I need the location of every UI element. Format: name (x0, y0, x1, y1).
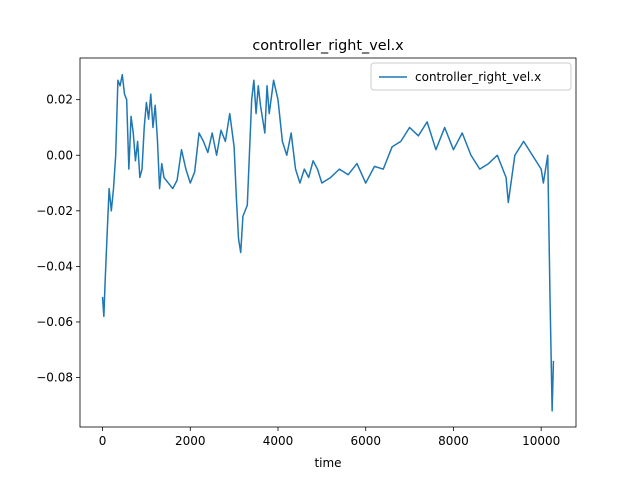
x-tick-label: 6000 (350, 434, 381, 448)
legend-label: controller_right_vel.x (415, 70, 541, 84)
y-tick-label: 0.00 (46, 148, 73, 162)
x-tick-label: 0 (99, 434, 107, 448)
y-tick-label: −0.02 (36, 204, 73, 218)
y-tick-label: −0.04 (36, 259, 73, 273)
x-tick-label: 8000 (438, 434, 469, 448)
legend-box (370, 62, 572, 91)
y-tick-label: −0.08 (36, 371, 73, 385)
y-tick-label: 0.02 (46, 93, 73, 107)
y-tick-label: −0.06 (36, 315, 73, 329)
x-tick-label: 4000 (263, 434, 294, 448)
x-tick-label: 2000 (175, 434, 206, 448)
x-tick-label: 10000 (522, 434, 560, 448)
line-series (101, 73, 555, 412)
x-axis-label: time (314, 456, 341, 470)
chart-title: controller_right_vel.x (252, 38, 404, 54)
plot-frame (79, 57, 577, 428)
